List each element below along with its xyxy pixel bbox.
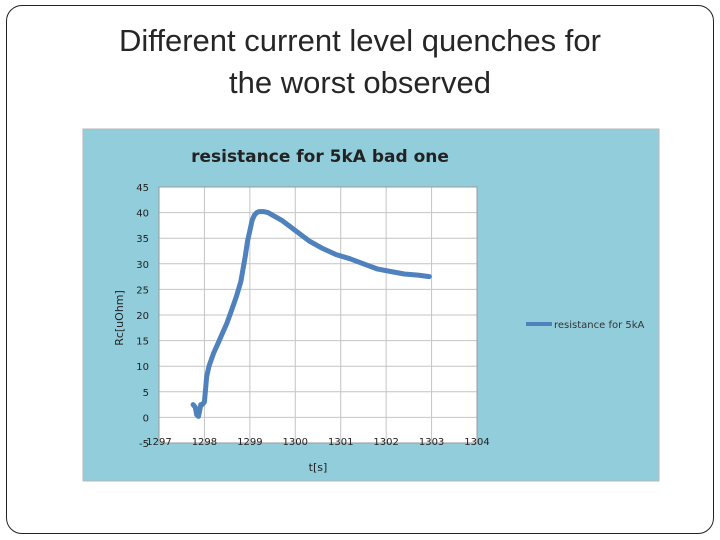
y-tick-label: 40 (136, 209, 149, 220)
y-tick-label: 10 (136, 362, 149, 373)
y-tick-label: 25 (136, 285, 149, 296)
y-tick-label: 20 (136, 311, 149, 322)
x-tick-label: 1300 (283, 437, 308, 448)
x-tick-label: 1303 (419, 437, 444, 448)
y-tick-label: 45 (136, 183, 149, 194)
x-axis-label: t[s] (309, 461, 328, 474)
x-tick-label: 1301 (328, 437, 353, 448)
slide-title: Different current level quenches for the… (119, 23, 601, 100)
x-tick-label: 1299 (237, 437, 262, 448)
ticks: 1297 1298 1299 1300 1301 1302 1303 1304 -5 0 5 10 15… (136, 183, 489, 450)
x-tick-label: 1304 (464, 437, 489, 448)
plot-border (158, 186, 478, 444)
y-tick-label: 5 (143, 388, 149, 399)
y-tick-label: 15 (136, 337, 149, 348)
x-tick-label: 1298 (192, 437, 217, 448)
y-tick-label: 0 (143, 413, 149, 424)
series-line (190, 209, 432, 419)
legend-label: resistance for 5kA (554, 320, 645, 331)
y-tick-label: 35 (136, 234, 149, 245)
y-tick-label: -5 (139, 439, 149, 450)
chart-title: resistance for 5kA bad one (191, 147, 449, 167)
y-axis-label: Rc[uOhm] (113, 290, 126, 346)
x-tick-label: 1297 (146, 437, 171, 448)
x-tick-label: 1302 (373, 437, 398, 448)
y-tick-label: 30 (136, 260, 149, 271)
